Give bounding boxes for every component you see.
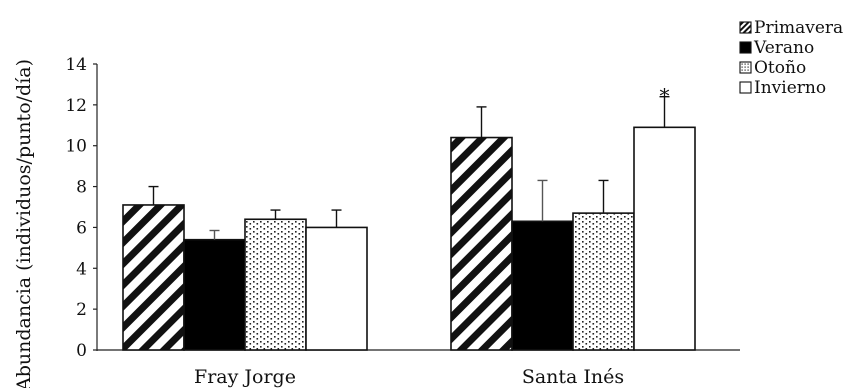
legend-swatch bbox=[739, 41, 752, 54]
legend-swatch bbox=[739, 61, 752, 74]
significance-marker: * bbox=[660, 84, 670, 108]
legend-label: Invierno bbox=[754, 78, 826, 98]
y-tick-label: 14 bbox=[65, 55, 87, 75]
legend-swatch bbox=[739, 21, 752, 34]
bar-primavera bbox=[122, 204, 185, 351]
y-tick-label: 2 bbox=[76, 300, 87, 320]
legend-label: Verano bbox=[753, 38, 814, 58]
category-label: Fray Jorge bbox=[194, 366, 296, 388]
y-tick-label: 12 bbox=[65, 96, 87, 116]
bar-verano bbox=[183, 238, 246, 351]
bar-invierno bbox=[305, 226, 368, 351]
y-tick-label: 10 bbox=[65, 137, 87, 157]
y-tick-label: 6 bbox=[76, 218, 87, 238]
y-tick-label: 8 bbox=[76, 178, 87, 198]
bar-invierno bbox=[633, 126, 696, 351]
bar-primavera bbox=[450, 136, 513, 351]
y-tick-label: 0 bbox=[76, 341, 87, 361]
category-labels: Fray Jorge Santa Inés bbox=[194, 366, 624, 388]
y-tick-label: 4 bbox=[76, 259, 87, 279]
bars: * bbox=[122, 84, 696, 351]
category-label: Santa Inés bbox=[522, 366, 624, 388]
legend-label: Primavera bbox=[754, 18, 843, 38]
bar-verano bbox=[511, 220, 574, 351]
legend-swatch bbox=[739, 81, 752, 94]
bar-otoño bbox=[572, 212, 635, 351]
y-axis-label: Abundancia (individuos/punto/día) bbox=[13, 59, 35, 388]
bar-otoño bbox=[244, 218, 307, 351]
legend-label: Otoño bbox=[754, 58, 806, 78]
